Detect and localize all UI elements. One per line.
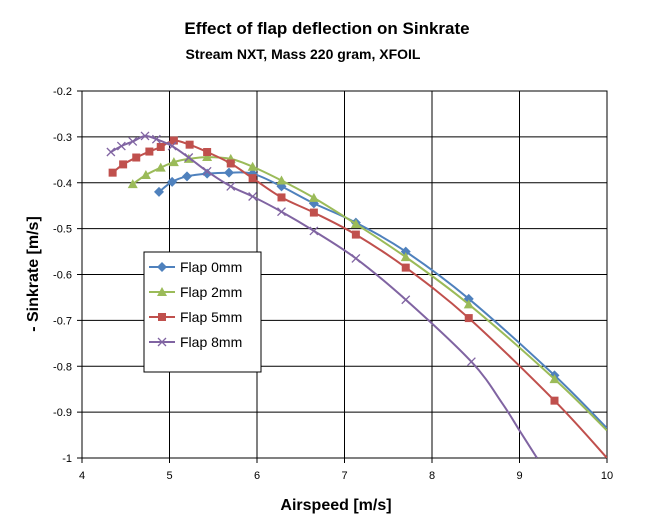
- legend-marker: [157, 287, 167, 296]
- series-flap-8mm: [106, 131, 538, 458]
- data-point: [145, 147, 154, 156]
- data-point: [464, 314, 473, 323]
- data-point: [119, 160, 128, 169]
- data-point: [224, 167, 234, 178]
- data-point: [184, 153, 194, 162]
- y-tick-label: -0.4: [53, 178, 72, 190]
- x-tick-label: 5: [166, 470, 172, 482]
- data-point: [203, 148, 212, 157]
- data-point: [167, 141, 177, 151]
- y-tick-label: -0.3: [53, 132, 72, 144]
- series-layer: [106, 131, 607, 458]
- x-tick-label: 7: [341, 470, 347, 482]
- x-tick-label: 9: [516, 470, 522, 482]
- data-point: [277, 193, 286, 202]
- y-tick-label: -0.6: [53, 270, 72, 282]
- x-axis-label: Airspeed [m/s]: [280, 497, 391, 514]
- x-tick-label: 4: [79, 470, 85, 482]
- legend-marker: [158, 313, 166, 321]
- data-point: [140, 131, 150, 141]
- data-point: [202, 168, 213, 179]
- data-point: [247, 161, 258, 171]
- data-point: [226, 181, 236, 191]
- data-point: [182, 171, 192, 182]
- data-point: [127, 179, 138, 189]
- data-point: [128, 137, 138, 146]
- data-point: [463, 299, 474, 309]
- y-tick-label: -0.5: [53, 224, 72, 236]
- y-tick-label: -0.9: [53, 407, 72, 419]
- data-point: [226, 159, 235, 168]
- legend-item: Flap 2mm: [149, 284, 242, 300]
- data-point: [401, 295, 411, 305]
- data-point: [140, 169, 151, 179]
- data-point: [156, 142, 165, 151]
- legend-item: Flap 0mm: [149, 259, 242, 275]
- data-point: [351, 230, 360, 239]
- data-point: [106, 147, 116, 157]
- data-point: [276, 175, 287, 185]
- x-tick-label: 10: [601, 470, 613, 482]
- data-point: [202, 166, 212, 176]
- data-point: [350, 219, 361, 229]
- legend-item: Flap 5mm: [149, 309, 242, 325]
- data-point: [466, 357, 476, 367]
- data-point: [248, 192, 258, 201]
- y-tick-label: -0.2: [53, 86, 72, 98]
- data-point: [400, 246, 411, 257]
- series-flap-0mm: [154, 167, 607, 429]
- series-flap-5mm: [108, 136, 607, 458]
- y-tick-label: -1: [62, 453, 72, 465]
- data-point: [132, 153, 141, 162]
- tick-layer: 4 5 6 7 8 9 10 -0.2 -0.3 -0.4 -0.5 -0.6 -0.7 -0.8 -0.9…: [53, 86, 613, 482]
- legend-label: Flap 5mm: [180, 309, 242, 325]
- legend-label: Flap 0mm: [180, 259, 242, 275]
- legend-marker: [157, 337, 167, 347]
- data-point: [308, 192, 319, 202]
- data-point: [351, 253, 361, 263]
- legend-box: [143, 251, 262, 373]
- data-point: [550, 396, 559, 405]
- data-point: [309, 226, 319, 236]
- data-point: [155, 162, 166, 172]
- data-point: [309, 208, 318, 217]
- y-axis-label: - Sinkrate [m/s]: [25, 216, 42, 332]
- legend-marker: [157, 262, 167, 272]
- x-tick-label: 8: [429, 470, 435, 482]
- data-point: [202, 152, 213, 162]
- chart-subtitle: Stream NXT, Mass 220 gram, XFOIL: [186, 46, 421, 62]
- chart-title: Effect of flap deflection on Sinkrate: [184, 19, 469, 38]
- data-point: [151, 134, 161, 144]
- legend: Flap 0mm Flap 2mm Flap 5mm Flap 8mm: [143, 251, 262, 373]
- x-tick-label: 6: [254, 470, 260, 482]
- legend-label: Flap 2mm: [180, 284, 242, 300]
- data-point: [248, 174, 257, 183]
- data-point: [277, 207, 286, 217]
- legend-label: Flap 8mm: [180, 334, 242, 350]
- data-point: [168, 157, 179, 167]
- data-point: [400, 252, 411, 262]
- data-point: [401, 263, 410, 272]
- y-tick-label: -0.8: [53, 361, 72, 373]
- data-point: [185, 140, 194, 149]
- data-point: [108, 168, 117, 177]
- data-point: [154, 186, 164, 197]
- legend-item: Flap 8mm: [149, 334, 242, 350]
- data-point: [549, 374, 560, 384]
- data-point: [116, 141, 126, 151]
- data-point: [167, 176, 178, 187]
- y-tick-label: -0.7: [53, 315, 72, 327]
- data-point: [169, 136, 178, 145]
